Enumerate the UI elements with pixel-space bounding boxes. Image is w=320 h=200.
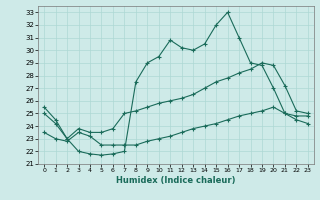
X-axis label: Humidex (Indice chaleur): Humidex (Indice chaleur) bbox=[116, 176, 236, 185]
